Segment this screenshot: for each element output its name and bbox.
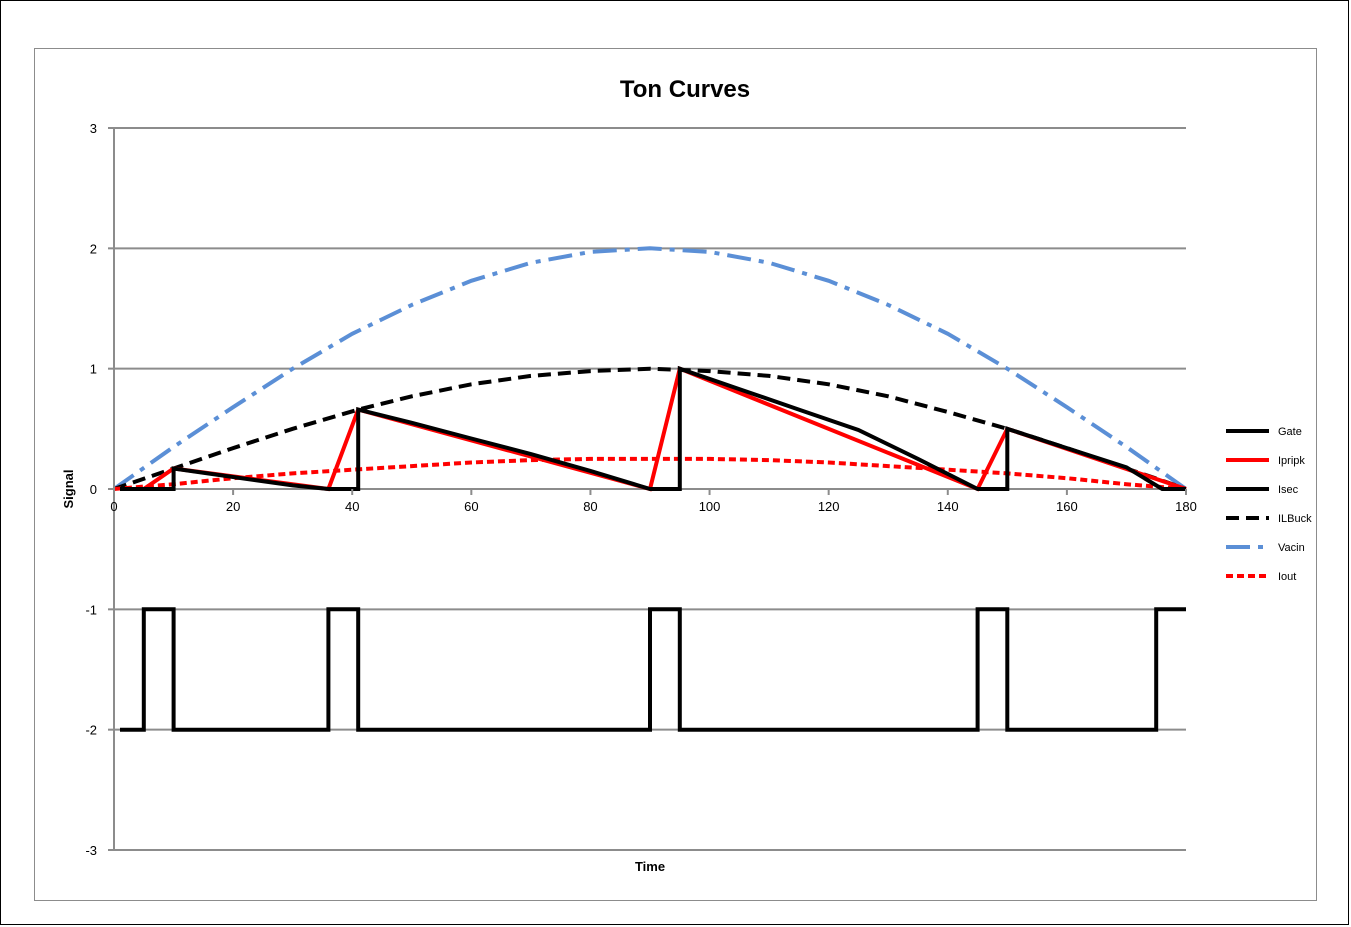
series-layer (112, 246, 1188, 732)
legend-label-ipripk: Ipripk (1278, 455, 1305, 467)
x-tick-label-8: 160 (1056, 499, 1078, 514)
axis-layer: -3 -2 -1 0 1 2 3 0 20 40 60 80 100 120 140 160 180 (85, 121, 1196, 858)
y-tick-label-2: -1 (85, 602, 97, 617)
y-tick-label-0: -3 (85, 843, 97, 858)
series-line-ipripk (120, 365, 1187, 492)
x-axis-title: Time (635, 859, 665, 874)
legend: Gate Ipripk Isec ILBuck Vacin Iout (1226, 426, 1312, 583)
series-line-isec (120, 365, 1186, 491)
x-tick-label-0: 0 (110, 499, 117, 514)
legend-label-vacin: Vacin (1278, 542, 1305, 554)
x-tick-label-2: 40 (345, 499, 359, 514)
y-tick-label-1: -2 (85, 723, 97, 738)
chart-title: Ton Curves (620, 76, 750, 103)
legend-label-gate: Gate (1278, 426, 1302, 438)
x-tick-label-3: 60 (464, 499, 478, 514)
legend-label-ilbuck: ILBuck (1278, 513, 1312, 525)
x-tick-label-6: 120 (818, 499, 840, 514)
y-tick-label-5: 2 (90, 241, 97, 256)
x-tick-label-7: 140 (937, 499, 959, 514)
legend-label-isec: Isec (1278, 484, 1299, 496)
x-tick-label-9: 180 (1175, 499, 1197, 514)
x-tick-label-4: 80 (583, 499, 597, 514)
x-tick-label-1: 20 (226, 499, 240, 514)
series-line-ilbuck (113, 366, 1187, 491)
y-axis-title: Signal (61, 469, 76, 508)
series-line-gate (120, 607, 1186, 732)
series-line-vacin (112, 246, 1188, 491)
chart-area (34, 48, 1317, 901)
legend-label-iout: Iout (1278, 571, 1296, 583)
y-tick-label-6: 3 (90, 121, 97, 136)
y-tick-label-4: 1 (90, 362, 97, 377)
x-tick-label-5: 100 (699, 499, 721, 514)
y-tick-label-3: 0 (90, 482, 97, 497)
